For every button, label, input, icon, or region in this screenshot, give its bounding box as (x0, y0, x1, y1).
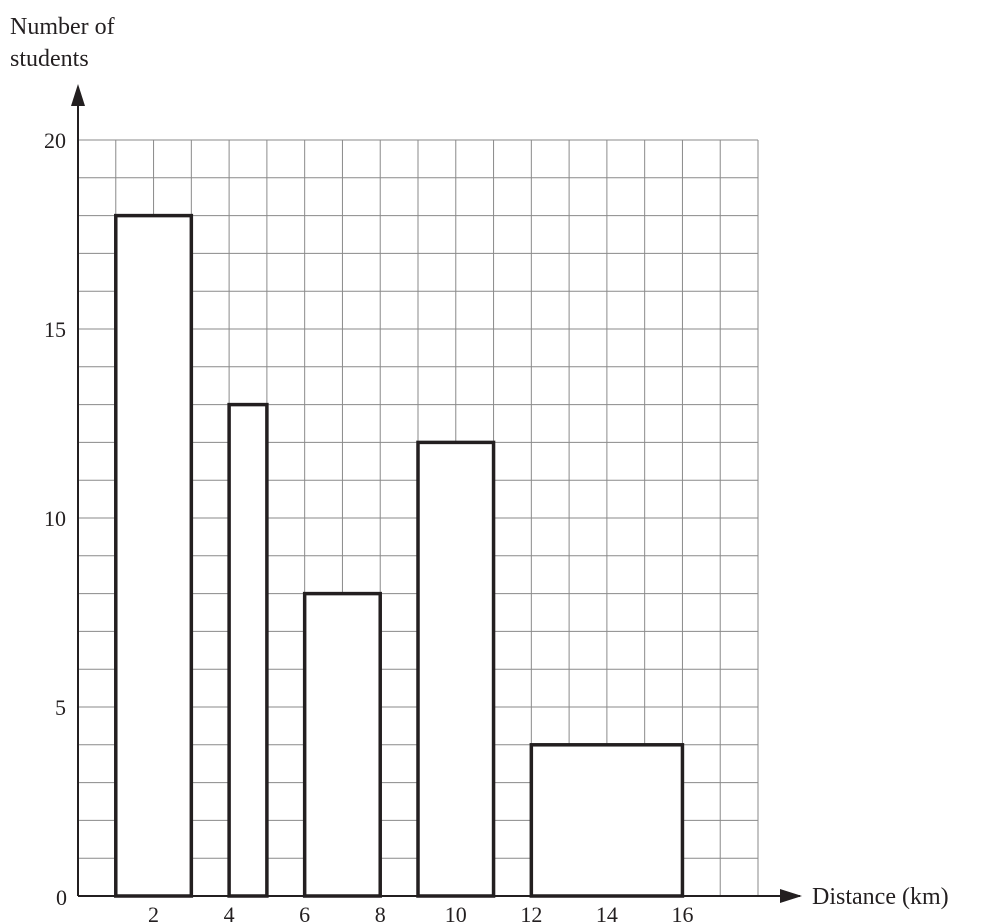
histogram-bar (416, 440, 496, 898)
x-tick-label: 8 (375, 902, 386, 924)
x-axis-arrow (780, 889, 802, 903)
histogram-bar (302, 591, 382, 898)
x-tick-label: 2 (148, 902, 159, 924)
x-tick-label: 10 (445, 902, 467, 924)
histogram-bar (227, 402, 269, 898)
y-tick-label: 20 (44, 128, 66, 153)
axes (71, 84, 802, 903)
y-axis-arrow (71, 84, 85, 106)
y-axis-label-line2: students (10, 46, 89, 72)
tick-labels: 2 4 6 8 10 12 14 16 5 10 15 20 (44, 128, 693, 924)
x-tick-label: 16 (671, 902, 693, 924)
y-tick-label: 10 (44, 506, 66, 531)
x-tick-label: 4 (224, 902, 235, 924)
histogram-bar (529, 743, 685, 898)
x-axis-label: Distance (km) (812, 884, 949, 910)
x-tick-label: 14 (596, 902, 618, 924)
x-tick-label: 12 (520, 902, 542, 924)
y-tick-label: 15 (44, 317, 66, 342)
y-axis-label-line1: Number of (10, 14, 115, 40)
histogram-bar (114, 213, 194, 898)
y-tick-label: 5 (55, 695, 66, 720)
origin-label: 0 (56, 885, 67, 910)
x-tick-label: 6 (299, 902, 310, 924)
bars (114, 213, 685, 898)
